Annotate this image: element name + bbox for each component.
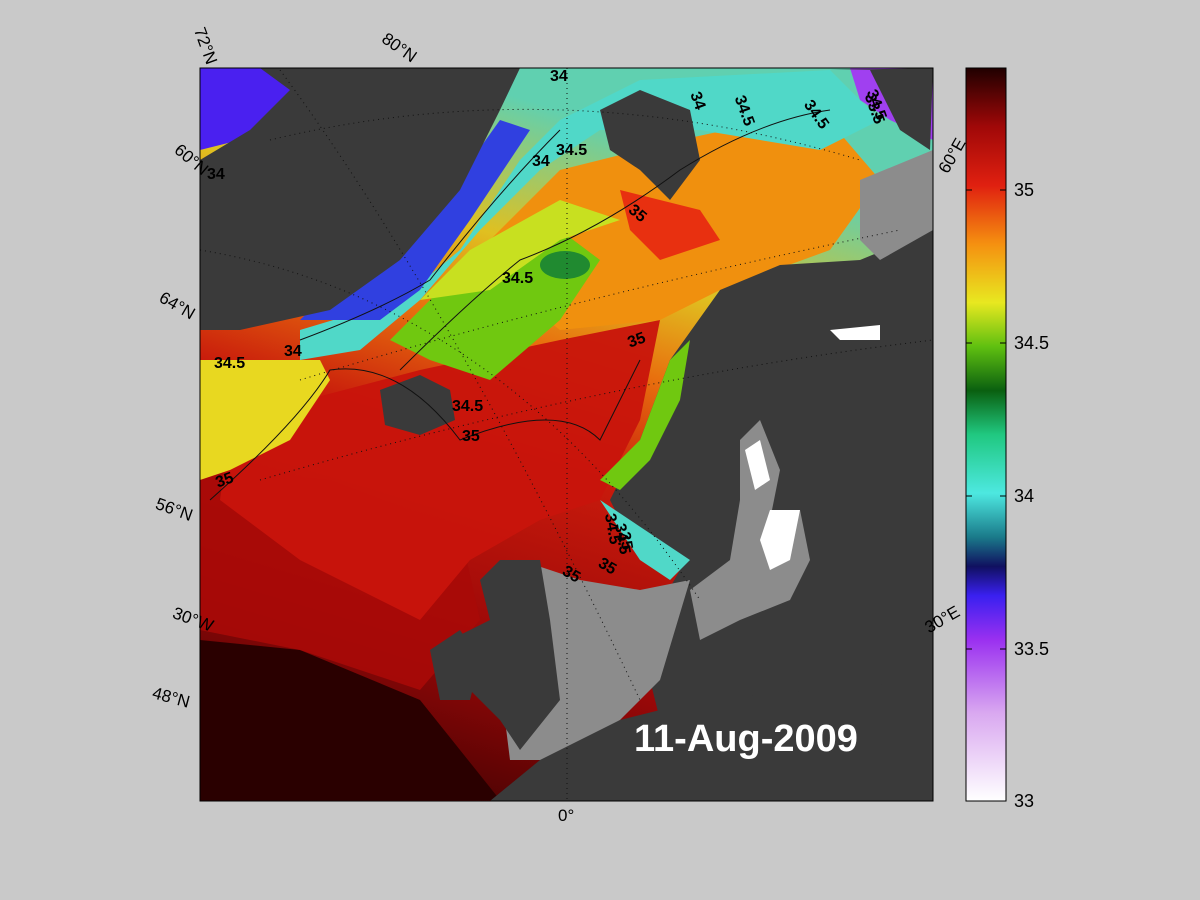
colorbar-tick: 33 (1014, 791, 1035, 811)
contour-label: 35 (462, 428, 480, 445)
contour-label: 34.5 (502, 270, 534, 287)
contour-label: 34.5 (556, 142, 588, 159)
colorbar (965, 67, 1007, 802)
colorbar-tick: 34.5 (1014, 333, 1050, 353)
lon-label: 0° (558, 806, 575, 825)
colorbar-tick: 34 (1014, 486, 1035, 506)
contour-label: 35 (615, 530, 636, 552)
contour-label: 34.5 (214, 355, 246, 372)
contour-label: 34 (532, 153, 550, 170)
contour-label: 34 (207, 166, 225, 183)
colorbar-tick: 35 (1014, 180, 1035, 200)
contour-label: 34 (550, 68, 568, 85)
contour-label: 34 (284, 343, 302, 360)
date-label: 11-Aug-2009 (634, 718, 858, 760)
colorbar-tick: 33.5 (1014, 639, 1050, 659)
contour-label: 34.5 (452, 398, 484, 415)
